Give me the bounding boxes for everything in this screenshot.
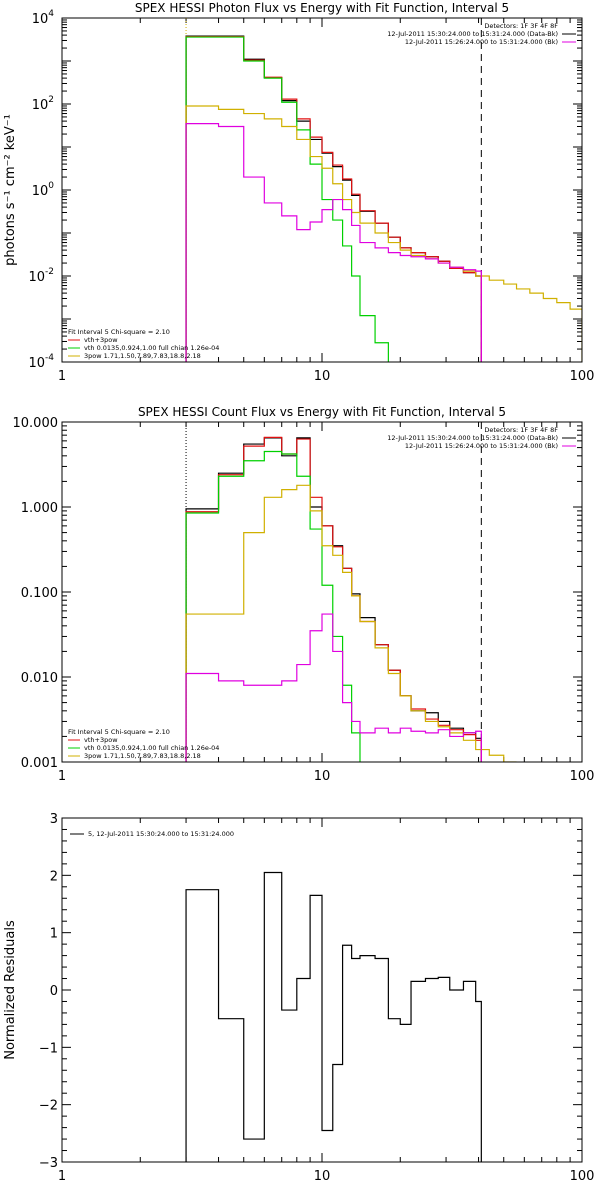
- y-tick-label: 100: [32, 181, 55, 199]
- y-axis-label: Normalized Residuals: [3, 920, 18, 1060]
- y-tick-label: −3: [39, 1156, 58, 1171]
- x-tick-label: 100: [570, 369, 595, 384]
- legend-entry: 12-Jul-2011 15:30:24.000 to 15:31:24.000…: [387, 434, 558, 442]
- y-tick-label: 1: [50, 927, 58, 942]
- series-3-histogram: [185, 105, 582, 362]
- legend-entry: 12-Jul-2011 15:26:24.000 to 15:31:24.000…: [405, 442, 558, 450]
- y-tick-label: 0: [50, 984, 58, 999]
- x-tick-label: 100: [570, 769, 595, 784]
- fit-legend-entry: Fit Interval 5 Chi-square = 2.10: [68, 328, 170, 336]
- fit-legend-entry: 3pow 1.71,1.50,7.89,7.83,18.8,2.18: [84, 752, 201, 760]
- legend-entry: Detectors: 1F 3F 4F 8F: [484, 22, 558, 30]
- y-tick-label: 102: [32, 95, 54, 113]
- chart-title: SPEX HESSI Photon Flux vs Energy with Fi…: [135, 1, 509, 15]
- series-2-histogram: [185, 36, 389, 362]
- fit-legend-entry: Fit Interval 5 Chi-square = 2.10: [68, 728, 170, 736]
- series-0-histogram: [185, 871, 482, 1162]
- x-tick-label: 1: [58, 769, 66, 784]
- y-tick-label: 2: [50, 869, 58, 884]
- legend-entry: 5, 12-Jul-2011 15:30:24.000 to 15:31:24.…: [88, 830, 234, 838]
- y-tick-label: 10.000: [13, 416, 59, 431]
- x-tick-label: 10: [314, 369, 331, 384]
- y-tick-label: 3: [50, 812, 58, 827]
- y-axis-label: photons s⁻¹ cm⁻² keV⁻¹: [3, 114, 18, 266]
- series-4-histogram: [185, 123, 482, 362]
- plot-frame: [61, 17, 583, 363]
- y-tick-label: 10-4: [28, 353, 54, 371]
- series-4-histogram: [185, 613, 482, 762]
- x-tick-label: 1: [58, 369, 66, 384]
- fit-legend-entry: 3pow 1.71,1.50,7.89,7.83,18.8,2.18: [84, 352, 201, 360]
- y-tick-label: −1: [39, 1041, 58, 1056]
- chart-title: SPEX HESSI Count Flux vs Energy with Fit…: [138, 405, 506, 419]
- x-tick-label: 100: [570, 1169, 595, 1184]
- series-1-histogram: [185, 35, 482, 362]
- x-tick-label: 10: [314, 1169, 331, 1184]
- legend-entry: 12-Jul-2011 15:30:24.000 to 15:31:24.000…: [387, 30, 558, 38]
- fit-legend-entry: vth+3pow: [84, 336, 118, 344]
- plot-frame: [61, 421, 583, 763]
- y-tick-label: −2: [39, 1099, 58, 1114]
- y-tick-label: 10-2: [28, 267, 54, 285]
- y-tick-label: 0.001: [21, 756, 58, 771]
- x-tick-label: 10: [314, 769, 331, 784]
- x-tick-label: 1: [58, 1169, 66, 1184]
- plot-frame: [61, 817, 583, 1163]
- series-2-histogram: [185, 450, 361, 762]
- y-tick-label: 0.010: [21, 671, 58, 686]
- y-tick-label: 1.000: [21, 501, 58, 516]
- fit-legend-entry: vth 0.0135,0.924,1.00 full chian 1.26e-0…: [84, 344, 219, 352]
- legend-entry: Detectors: 1F 3F 4F 8F: [484, 426, 558, 434]
- fit-legend-entry: vth 0.0135,0.924,1.00 full chian 1.26e-0…: [84, 744, 219, 752]
- y-tick-label: 104: [32, 9, 55, 27]
- legend-entry: 12-Jul-2011 15:26:24.000 to 15:31:24.000…: [405, 38, 558, 46]
- count-flux-panel: SPEX HESSI Count Flux vs Energy with Fit…: [13, 405, 595, 784]
- photon-flux-panel: SPEX HESSI Photon Flux vs Energy with Fi…: [3, 1, 594, 384]
- series-0-histogram: [185, 437, 482, 762]
- residuals-panel: Normalized Residuals 1 10 100 −3 −2 −1 0 1 2 3 5, 1…: [3, 812, 594, 1184]
- fit-legend-entry: vth+3pow: [84, 736, 118, 744]
- y-tick-label: 0.100: [21, 586, 58, 601]
